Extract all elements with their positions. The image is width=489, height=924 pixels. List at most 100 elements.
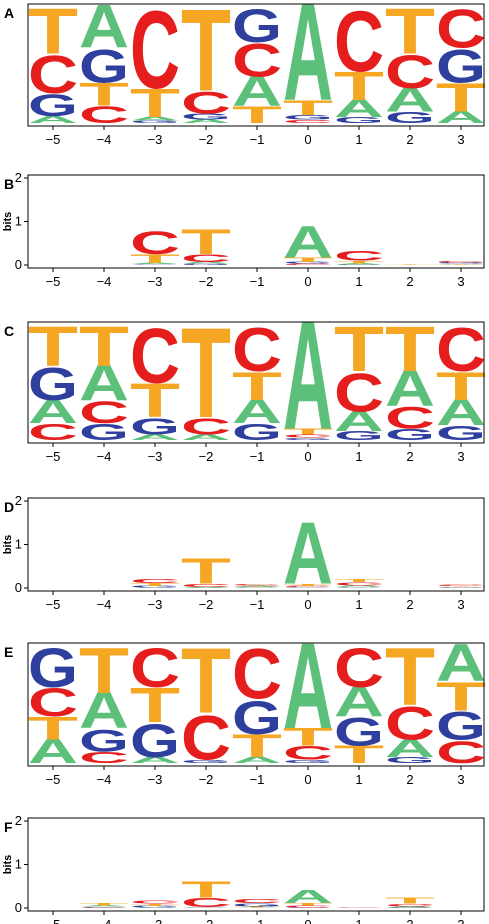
- x-tick-label: 1: [355, 132, 362, 147]
- x-tick-label: −2: [199, 597, 214, 612]
- logo-letter-C: C: [283, 586, 333, 588]
- logo-letter-G: G: [436, 262, 486, 264]
- logo-letter-G: G: [283, 587, 333, 588]
- logo-letter-T: T: [385, 264, 435, 265]
- x-tick-label: −5: [46, 597, 61, 612]
- logo-letter-G: G: [181, 112, 231, 121]
- logo-letter-C: C: [28, 45, 78, 105]
- x-tick-label: −5: [46, 449, 61, 464]
- logo-letter-G: G: [130, 714, 180, 767]
- logo-letter-C: C: [334, 248, 384, 264]
- x-tick-label: 0: [304, 597, 311, 612]
- logo-letter-C: C: [283, 119, 333, 124]
- logo-letter-A: A: [436, 586, 486, 587]
- x-tick-label: −3: [148, 917, 163, 924]
- logo-letter-A: A: [130, 116, 180, 122]
- logo-letter-A: A: [181, 261, 231, 264]
- logo-letter-T: T: [181, 223, 231, 262]
- logo-letter-T: T: [385, 632, 435, 723]
- y-axis-label: bits: [2, 535, 14, 555]
- x-tick-label: 3: [457, 132, 464, 147]
- logo-letter-G: G: [130, 413, 180, 439]
- x-tick-label: 2: [406, 449, 413, 464]
- logo-letter-C: C: [79, 749, 129, 767]
- x-tick-label: −2: [199, 449, 214, 464]
- y-axis-label: bits: [2, 212, 14, 232]
- logo-letter-T: T: [283, 902, 333, 906]
- logo-letter-A: A: [283, 0, 333, 130]
- logo-letter-C: C: [283, 905, 333, 908]
- logo-letter-A: A: [232, 755, 282, 765]
- logo-letter-G: G: [334, 587, 384, 588]
- x-tick-label: −5: [46, 274, 61, 289]
- x-tick-label: 2: [406, 772, 413, 787]
- logo-letter-C: C: [181, 253, 231, 265]
- x-tick-label: −1: [250, 274, 265, 289]
- logo-letter-C: C: [181, 703, 231, 774]
- x-tick-label: −2: [199, 132, 214, 147]
- logo-letter-G: G: [130, 585, 180, 588]
- logo-letter-A: A: [283, 289, 333, 462]
- x-tick-label: −2: [199, 274, 214, 289]
- logo-letter-C: C: [232, 634, 282, 714]
- logo-letter-T: T: [79, 314, 129, 377]
- x-tick-label: −3: [148, 132, 163, 147]
- logo-letter-G: G: [28, 637, 78, 699]
- logo-letter-C: C: [130, 637, 180, 699]
- logo-letter-A: A: [283, 504, 333, 603]
- x-tick-label: 2: [406, 917, 413, 924]
- logo-letter-G: G: [385, 109, 435, 126]
- logo-letter-C: C: [181, 583, 231, 588]
- logo-letter-A: A: [385, 80, 435, 119]
- logo-letter-T: T: [181, 551, 231, 591]
- logo-letter-A: A: [334, 405, 384, 438]
- panel-label: F: [4, 819, 13, 835]
- x-tick-label: 2: [406, 132, 413, 147]
- logo-letter-G: G: [385, 426, 435, 443]
- logo-letter-C: C: [181, 413, 231, 439]
- logo-letter-C: C: [283, 263, 333, 265]
- logo-letter-A: A: [28, 391, 78, 430]
- logo-letter-C: C: [181, 86, 231, 121]
- logo-letter-T: T: [385, 0, 435, 67]
- logo-letter-A: A: [130, 587, 180, 588]
- logo-letter-T: T: [28, 0, 78, 67]
- logo-letter-A: A: [436, 634, 486, 693]
- logo-letter-C: C: [130, 225, 180, 261]
- logo-letter-A: A: [28, 114, 78, 126]
- logo-letter-A: A: [385, 734, 435, 763]
- logo-letter-C: C: [436, 0, 486, 60]
- logo-letter-A: A: [79, 0, 129, 61]
- logo-letter-G: G: [232, 691, 282, 744]
- logo-letter-A: A: [334, 94, 384, 123]
- logo-letter-A: A: [79, 681, 129, 740]
- logo-letter-C: C: [28, 419, 78, 445]
- logo-letter-C: C: [385, 696, 435, 750]
- logo-letter-C: C: [130, 578, 180, 584]
- logo-letter-T: T: [130, 374, 180, 428]
- logo-letter-C: C: [79, 102, 129, 128]
- logo-letter-G: G: [334, 429, 384, 443]
- y-tick-label: 2: [15, 170, 22, 185]
- logo-panel-f: FCGATAGTCGCTATGCGCTACGACT012bits−5−4−3−2…: [2, 813, 485, 924]
- logo-letter-T: T: [232, 585, 282, 586]
- panel-label: B: [4, 176, 14, 192]
- panel-frame: [27, 3, 485, 127]
- logo-letter-C: C: [334, 637, 384, 699]
- logo-column: T: [385, 264, 435, 265]
- x-tick-label: −1: [250, 917, 265, 924]
